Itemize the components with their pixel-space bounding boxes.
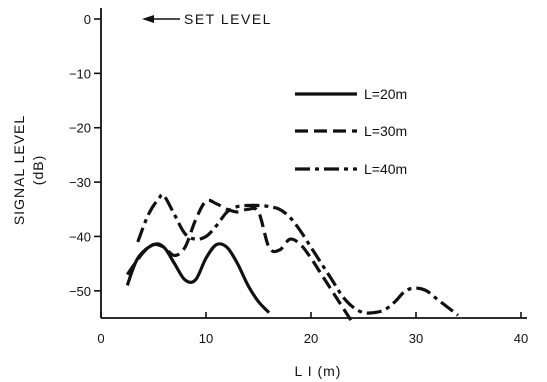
legend-label-3: L=40m bbox=[364, 161, 407, 177]
axes bbox=[100, 8, 527, 319]
x-tick-label: 10 bbox=[199, 331, 213, 346]
x-tick-label: 40 bbox=[514, 331, 528, 346]
x-tick-label: 0 bbox=[97, 331, 104, 346]
y-axis-unit: (dB) bbox=[30, 155, 46, 185]
y-tick-label: −20 bbox=[69, 121, 91, 136]
x-tick-label: 20 bbox=[304, 331, 318, 346]
legend-label-2: L=30m bbox=[364, 123, 407, 139]
x-axis-label: L I (m) bbox=[295, 363, 342, 379]
legend: L=20m L=30m L=40m bbox=[295, 86, 407, 177]
y-tick-label: 0 bbox=[84, 12, 91, 27]
series-line-1 bbox=[125, 242, 271, 314]
y-tick-label: −30 bbox=[69, 175, 91, 190]
y-tick-label: −50 bbox=[69, 284, 91, 299]
set-level-annotation: SET LEVEL bbox=[142, 11, 272, 27]
set-level-label: SET LEVEL bbox=[184, 11, 272, 27]
y-ticks: 0 −10 −20 −30 −40 −50 bbox=[69, 12, 101, 299]
x-tick-label: 30 bbox=[409, 331, 423, 346]
set-level-arrow-head bbox=[142, 15, 154, 23]
series-curves bbox=[125, 192, 460, 325]
y-axis-label: SIGNAL LEVEL bbox=[11, 115, 27, 225]
y-tick-label: −40 bbox=[69, 229, 91, 244]
y-tick-label: −10 bbox=[69, 66, 91, 81]
series-line-3 bbox=[136, 192, 460, 317]
x-ticks: 0 10 20 30 40 bbox=[97, 312, 528, 346]
series-line-2 bbox=[125, 198, 355, 325]
legend-label-1: L=20m bbox=[364, 86, 407, 102]
